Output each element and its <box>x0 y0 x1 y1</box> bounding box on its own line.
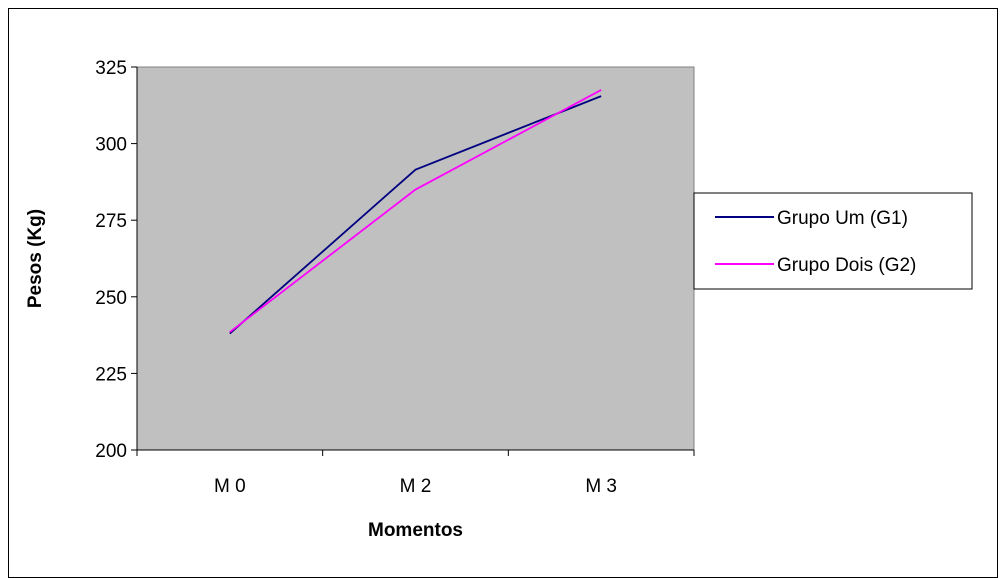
legend-label-1: Grupo Um (G1) <box>777 208 908 229</box>
series-line-2 <box>229 89 602 333</box>
y-tick-label: 300 <box>95 135 127 156</box>
legend-label-2: Grupo Dois (G2) <box>777 255 916 276</box>
legend: Grupo Um (G1) Grupo Dois (G2) <box>693 192 973 290</box>
series-line-1 <box>229 95 602 335</box>
x-axis-label: Momentos <box>368 520 463 541</box>
axes <box>136 67 694 451</box>
y-axis-ticks: 200 225 250 275 300 325 <box>95 58 137 462</box>
x-axis-ticks: M 0 M 2 M 3 <box>136 450 695 497</box>
y-tick-label: 275 <box>95 211 127 232</box>
plot-area <box>136 66 695 451</box>
y-tick-label: 250 <box>95 288 127 309</box>
x-tick-label: M 3 <box>585 476 617 497</box>
legend-box <box>693 192 973 290</box>
y-tick-label: 225 <box>95 364 127 385</box>
line-chart: 200 225 250 275 300 325 M 0 M 2 M 3 Momentos Pe… <box>25 58 973 541</box>
y-tick-label: 325 <box>95 58 127 79</box>
x-tick-label: M 0 <box>214 476 246 497</box>
x-tick-label: M 2 <box>400 476 432 497</box>
series-lines <box>229 89 602 335</box>
y-axis-label: Pesos (Kg) <box>25 209 46 308</box>
y-tick-label: 200 <box>95 441 127 462</box>
